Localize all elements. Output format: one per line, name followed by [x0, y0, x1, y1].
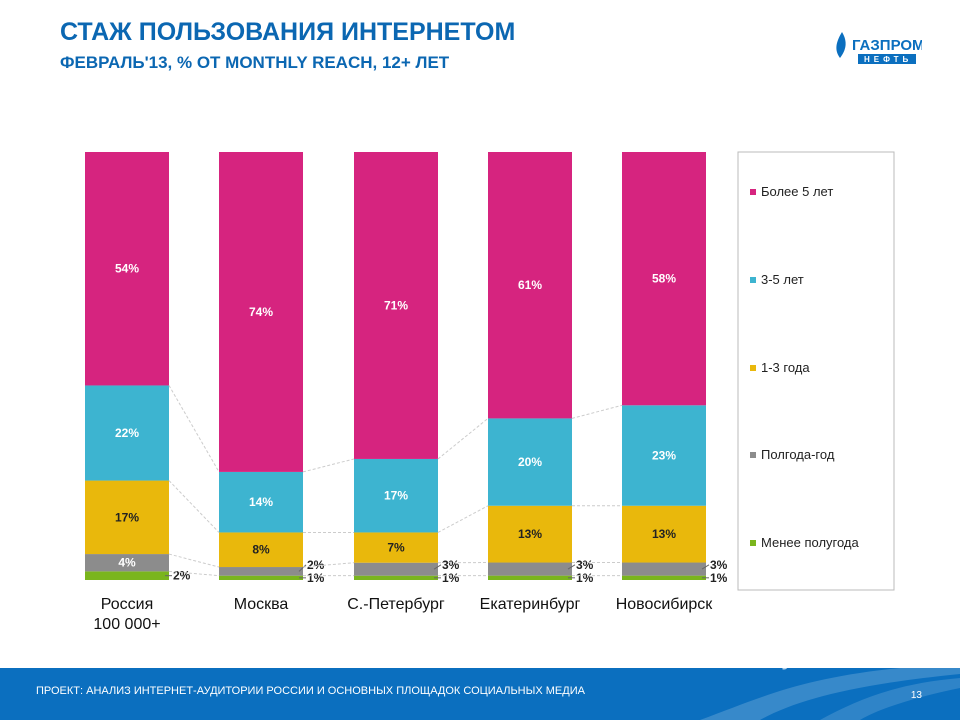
data-label: 54% — [115, 262, 139, 276]
svg-text:НЕФТЬ: НЕФТЬ — [864, 55, 912, 64]
bar-segment — [488, 418, 572, 506]
page-number: 13 — [910, 690, 922, 701]
data-label: 17% — [384, 489, 408, 503]
data-label: 2% — [307, 558, 325, 572]
bar-segment — [219, 532, 303, 568]
series-connector-line — [437, 418, 489, 460]
label-leader-line — [567, 564, 576, 570]
data-label: 20% — [518, 455, 542, 469]
footer-decoration — [700, 668, 960, 720]
bar-segment — [354, 532, 438, 563]
category-label: Новосибирск — [616, 596, 714, 613]
data-label: 74% — [249, 305, 273, 319]
bar-segment — [622, 505, 706, 563]
data-label: 1% — [442, 571, 460, 585]
bar-segment — [622, 562, 706, 576]
label-leader-line — [701, 564, 710, 570]
data-label: 3% — [710, 558, 728, 572]
page-title: СТАЖ ПОЛЬЗОВАНИЯ ИНТЕРНЕТОМ — [60, 18, 516, 46]
data-label: 17% — [115, 510, 139, 524]
legend-entry: Более 5 лет — [761, 184, 833, 199]
legend-swatch — [750, 277, 756, 283]
footer: ПРОЕКТ: АНАЛИЗ ИНТЕРНЕТ-АУДИТОРИИ РОССИИ… — [0, 668, 960, 720]
legend-swatch — [750, 452, 756, 458]
series-connector-line — [168, 385, 220, 473]
data-label: 1% — [576, 571, 594, 585]
bar-segment — [219, 575, 303, 580]
label-leader-line — [433, 564, 442, 570]
data-label: 3% — [576, 558, 594, 572]
data-label: 1% — [710, 571, 728, 585]
category-label: Москва — [234, 596, 289, 613]
bar-segment — [622, 405, 706, 506]
bar-segment — [354, 152, 438, 459]
data-label: 13% — [652, 527, 676, 541]
legend-swatch — [750, 189, 756, 195]
bar-segment — [85, 385, 169, 481]
bar-segment — [488, 575, 572, 580]
label-leader-line — [298, 564, 307, 572]
legend-entry: 3-5 лет — [761, 272, 804, 287]
series-connector-line — [302, 562, 355, 568]
series-connector-line — [302, 458, 355, 473]
data-label: 14% — [249, 495, 273, 509]
bar-segment — [354, 562, 438, 576]
data-label: 71% — [384, 298, 408, 312]
page-subtitle: ФЕВРАЛЬ'13, % ОТ MONTHLY REACH, 12+ ЛЕТ — [60, 53, 450, 72]
bar-segment — [85, 480, 169, 555]
bar-segment — [488, 505, 572, 563]
series-connector-line — [168, 570, 220, 577]
category-label: Россия — [101, 596, 153, 613]
data-label: 2% — [173, 569, 191, 583]
data-label: 61% — [518, 278, 542, 292]
bar-segment — [219, 567, 303, 576]
series-connector-line — [437, 505, 489, 533]
data-label: 58% — [652, 272, 676, 286]
data-label: 3% — [442, 558, 460, 572]
category-label: С.-Петербург — [347, 596, 445, 613]
bar-segment — [85, 554, 169, 572]
legend-swatch — [750, 540, 756, 546]
bar-segment — [354, 458, 438, 533]
gazprom-neft-logo: ГАЗПРОМ НЕФТЬ — [836, 32, 922, 64]
category-label: 100 000+ — [93, 616, 160, 633]
data-label: 4% — [118, 556, 136, 570]
legend-box — [737, 151, 895, 591]
series-connector-line — [168, 553, 220, 568]
svg-text:ГАЗПРОМ: ГАЗПРОМ — [852, 37, 922, 54]
series-connector-line — [168, 480, 220, 533]
data-label: 23% — [652, 449, 676, 463]
legend-entry: Менее полугода — [761, 535, 860, 550]
data-label: 7% — [387, 541, 405, 555]
data-label: 8% — [252, 543, 270, 557]
bar-segment — [354, 575, 438, 580]
data-label: 22% — [115, 426, 139, 440]
bar-segment — [219, 152, 303, 472]
data-label: 13% — [518, 527, 542, 541]
series-connector-line — [571, 404, 623, 419]
bar-segment — [488, 562, 572, 576]
watermark: MyShared — [760, 640, 879, 670]
legend-swatch — [750, 365, 756, 371]
legend-entry: 1-3 года — [761, 360, 810, 375]
data-label: 1% — [307, 571, 325, 585]
footer-project-text: ПРОЕКТ: АНАЛИЗ ИНТЕРНЕТ-АУДИТОРИИ РОССИИ… — [36, 685, 585, 697]
legend-entry: Полгода-год — [761, 447, 835, 462]
bar-segment — [85, 571, 169, 580]
bar-segment — [488, 152, 572, 419]
bar-segment — [622, 152, 706, 406]
bar-segment — [85, 152, 169, 386]
bar-segment — [219, 471, 303, 533]
category-label: Екатеринбург — [480, 596, 581, 613]
bar-segment — [622, 575, 706, 580]
